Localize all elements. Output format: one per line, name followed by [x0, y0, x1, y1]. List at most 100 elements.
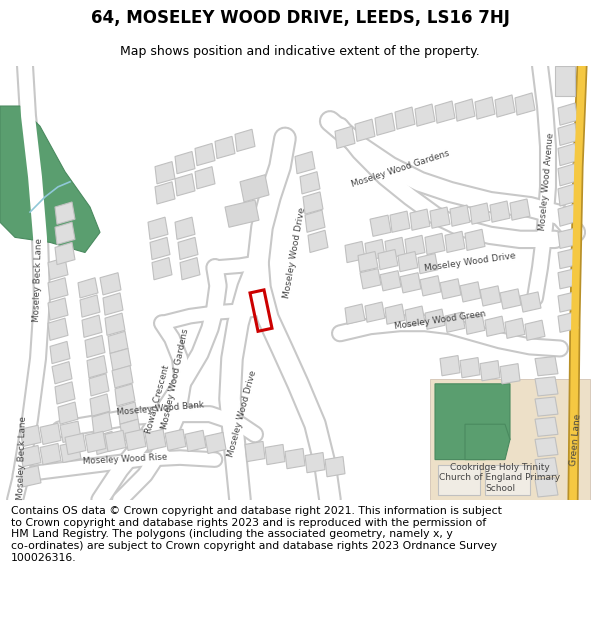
Polygon shape [150, 238, 170, 259]
Polygon shape [485, 464, 530, 495]
Polygon shape [235, 129, 255, 151]
Polygon shape [425, 309, 445, 329]
Polygon shape [55, 222, 75, 244]
Polygon shape [115, 384, 135, 406]
Polygon shape [195, 167, 215, 189]
Polygon shape [465, 229, 485, 251]
Polygon shape [65, 433, 86, 454]
Polygon shape [145, 429, 166, 451]
Polygon shape [185, 430, 206, 451]
Polygon shape [155, 182, 175, 204]
Polygon shape [345, 241, 365, 262]
Polygon shape [415, 104, 435, 126]
Polygon shape [148, 217, 168, 239]
Polygon shape [100, 272, 121, 295]
Polygon shape [400, 272, 421, 293]
Polygon shape [240, 175, 269, 202]
Polygon shape [558, 312, 578, 332]
Polygon shape [398, 251, 418, 272]
Polygon shape [460, 357, 480, 377]
Polygon shape [535, 438, 558, 456]
Polygon shape [175, 174, 195, 196]
Polygon shape [558, 184, 578, 206]
Polygon shape [48, 318, 68, 341]
Polygon shape [295, 151, 315, 174]
Polygon shape [535, 356, 558, 376]
Polygon shape [195, 143, 215, 166]
Polygon shape [48, 278, 68, 300]
Polygon shape [438, 464, 480, 495]
Polygon shape [475, 97, 495, 119]
Polygon shape [425, 233, 445, 254]
Polygon shape [450, 205, 470, 226]
Polygon shape [480, 286, 501, 306]
Polygon shape [558, 204, 578, 226]
Polygon shape [515, 93, 535, 115]
Polygon shape [465, 424, 510, 459]
Text: Moseley Wood Gardens: Moseley Wood Gardens [160, 328, 190, 430]
Polygon shape [355, 119, 375, 141]
Polygon shape [558, 66, 575, 94]
Polygon shape [440, 279, 461, 299]
Polygon shape [105, 313, 125, 336]
Polygon shape [535, 458, 558, 477]
Text: Contains OS data © Crown copyright and database right 2021. This information is : Contains OS data © Crown copyright and d… [11, 506, 502, 562]
Polygon shape [405, 236, 425, 256]
Polygon shape [558, 292, 578, 312]
Polygon shape [110, 349, 131, 371]
Polygon shape [80, 295, 100, 317]
Polygon shape [95, 431, 115, 454]
Polygon shape [112, 366, 133, 388]
Polygon shape [395, 107, 415, 129]
Polygon shape [435, 384, 510, 459]
Polygon shape [420, 276, 441, 296]
Text: 64, MOSELEY WOOD DRIVE, LEEDS, LS16 7HJ: 64, MOSELEY WOOD DRIVE, LEEDS, LS16 7HJ [91, 9, 509, 28]
Polygon shape [445, 231, 465, 253]
Polygon shape [535, 478, 558, 497]
Polygon shape [20, 446, 41, 467]
Polygon shape [375, 113, 395, 136]
Polygon shape [305, 452, 325, 472]
Polygon shape [535, 377, 558, 396]
Polygon shape [265, 444, 285, 464]
Polygon shape [445, 312, 465, 332]
Polygon shape [152, 258, 172, 280]
Polygon shape [78, 278, 98, 298]
Polygon shape [48, 298, 68, 320]
Polygon shape [87, 356, 107, 377]
Polygon shape [175, 217, 195, 239]
Polygon shape [390, 211, 410, 232]
Polygon shape [558, 164, 578, 186]
Polygon shape [520, 292, 541, 312]
Polygon shape [285, 449, 305, 469]
Text: Moseley Wood Green: Moseley Wood Green [394, 309, 487, 331]
Polygon shape [125, 429, 146, 451]
Polygon shape [60, 441, 81, 462]
Polygon shape [558, 269, 578, 289]
Text: Cookridge Holy Trinity
Church of England Primary
School: Cookridge Holy Trinity Church of England… [439, 463, 560, 492]
Polygon shape [505, 318, 525, 338]
Polygon shape [89, 374, 109, 396]
Polygon shape [308, 230, 328, 253]
Polygon shape [155, 162, 175, 184]
Polygon shape [440, 356, 460, 376]
Polygon shape [500, 364, 520, 384]
Polygon shape [85, 431, 106, 452]
Text: Moseley Wood Bank: Moseley Wood Bank [116, 401, 204, 418]
Polygon shape [335, 126, 355, 149]
Polygon shape [55, 202, 75, 224]
Polygon shape [365, 302, 385, 322]
Text: Moseley Wood Rise: Moseley Wood Rise [83, 453, 167, 466]
Polygon shape [558, 143, 578, 166]
Polygon shape [535, 397, 558, 416]
Text: Moseley Wood Drive: Moseley Wood Drive [226, 370, 258, 458]
Polygon shape [555, 66, 575, 96]
Polygon shape [300, 172, 320, 194]
Polygon shape [303, 192, 323, 214]
Polygon shape [175, 151, 195, 174]
Polygon shape [470, 203, 490, 224]
Polygon shape [378, 249, 398, 269]
Text: Moseley Wood Drive: Moseley Wood Drive [424, 252, 517, 274]
Polygon shape [60, 421, 81, 442]
Polygon shape [430, 379, 590, 500]
